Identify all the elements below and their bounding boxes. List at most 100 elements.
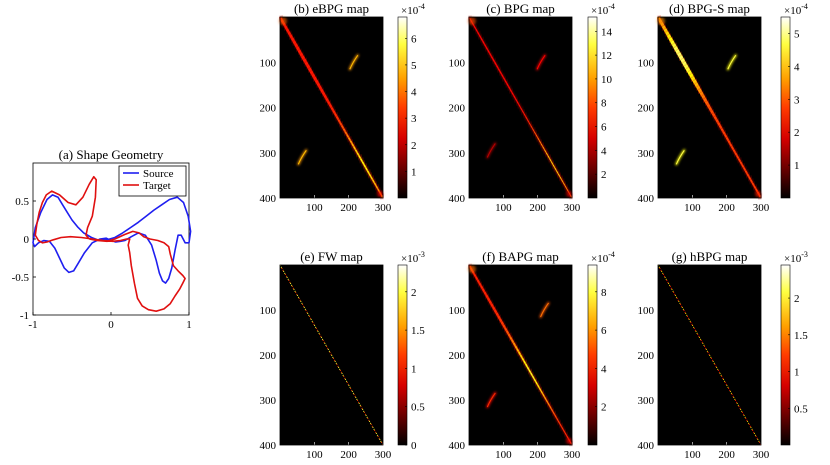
colorbar	[780, 264, 791, 446]
diagonal-segment	[368, 173, 372, 178]
corner-glow	[755, 191, 761, 197]
diagonal-segment	[678, 55, 684, 61]
diagonal-segment	[319, 333, 322, 338]
colorbar-tick-label: 1	[411, 363, 417, 375]
diagonal-segment	[678, 300, 681, 305]
diagonal-segment	[497, 315, 501, 320]
diagonal-segment	[308, 315, 312, 320]
colorbar-exponent: ×10-3	[401, 250, 425, 265]
diagonal-segment	[537, 384, 540, 389]
diagonal-segment	[480, 37, 484, 42]
corner-glow	[657, 17, 665, 25]
diagonal-segment	[705, 348, 709, 353]
colorbar-tick-label: 2	[794, 127, 800, 139]
colorbar-tick-label: 0.5	[411, 402, 425, 414]
diagonal-segment	[696, 85, 701, 91]
y-tick-label: 400	[638, 193, 655, 205]
diagonal-segment	[339, 122, 343, 127]
diagonal-segment	[727, 387, 731, 392]
diagonal-segment	[291, 285, 295, 290]
diagonal-segment	[748, 423, 752, 428]
diagonal-segment	[561, 426, 564, 431]
panel-c: 100 200 300 100 200 300 400 (c) BPG map 2 4 6 8 10 12…	[449, 1, 615, 214]
diagonal-segment	[676, 297, 680, 302]
diagonal-segment	[749, 179, 754, 184]
diagonal-segment	[743, 414, 746, 419]
heatmap-diagonal	[467, 15, 574, 200]
chart-title: (b) eBPG map	[294, 1, 369, 16]
diagonal-segment	[361, 408, 365, 413]
colorbar-tick-label: 2	[601, 169, 607, 181]
chart-title: (f) BAPG map	[482, 249, 559, 264]
diagonal-segment	[483, 43, 487, 48]
colorbar-tick-label: 5	[794, 28, 800, 40]
plot-frame	[468, 16, 573, 199]
diagonal-segment	[679, 303, 683, 308]
diagonal-segment	[564, 185, 568, 190]
diagonal-segment	[363, 411, 367, 416]
y-tick-label: 100	[449, 305, 466, 317]
x-tick-label: 100	[306, 449, 323, 461]
diagonal-segment	[519, 354, 523, 359]
diagonal-segment	[286, 276, 290, 281]
y-tick-label: 300	[638, 395, 655, 407]
diagonal-segment	[367, 417, 370, 422]
diagonal-segment	[545, 399, 549, 404]
diagonal-segment	[516, 348, 520, 353]
diagonal-segment	[683, 309, 686, 314]
diagonal-segment	[547, 402, 551, 407]
diagonal-segment	[474, 276, 479, 281]
chart-title: (g) hBPG map	[672, 249, 748, 264]
diagonal-segment	[360, 158, 364, 163]
diagonal-segment	[688, 318, 692, 323]
y-tick-label: -1	[20, 310, 29, 322]
diagonal-segment	[535, 381, 539, 386]
diagonal-segment	[490, 303, 495, 308]
heatmap-blob-core	[727, 54, 737, 70]
diagonal-segment	[683, 64, 689, 70]
colorbar-exponent-power: -3	[801, 250, 808, 259]
diagonal-segment	[301, 303, 305, 308]
diagonal-segment	[731, 393, 734, 398]
diagonal-segment	[477, 31, 480, 36]
plot-frame	[279, 264, 384, 446]
colorbar-tick-label: 10	[601, 74, 613, 86]
diagonal-segment	[473, 273, 477, 278]
diagonal-segment	[707, 351, 710, 356]
y-tick-label: 300	[449, 395, 466, 407]
x-tick-label: 0	[108, 319, 114, 331]
diagonal-segment	[340, 125, 345, 130]
y-tick-label: 200	[260, 103, 277, 115]
diagonal-segment	[734, 152, 738, 157]
corner-glow	[377, 191, 383, 197]
diagonal-segment	[526, 366, 530, 371]
colorbar-tick-label: 1.5	[411, 325, 425, 337]
colorbar-tick-label: 0	[411, 440, 417, 452]
colorbar-tick-label: 1.5	[794, 330, 808, 342]
diagonal-segment	[354, 149, 358, 154]
diagonal-segment	[671, 43, 677, 49]
diagonal-segment	[341, 372, 344, 377]
diagonal-segment	[524, 363, 529, 368]
diagonal-segment	[703, 97, 708, 103]
y-tick-label: 300	[638, 148, 655, 160]
diagonal-segment	[690, 76, 696, 82]
diagonal-segment	[729, 390, 733, 395]
diagonal-segment	[306, 64, 311, 70]
diagonal-segment	[701, 94, 706, 100]
diagonal-segment	[509, 336, 513, 341]
diagonal-segment	[478, 34, 482, 39]
diagonal-segment	[304, 61, 309, 67]
diagonal-segment	[507, 333, 512, 338]
colorbar-exponent-base: ×10	[784, 253, 802, 265]
diagonal-segment	[667, 282, 671, 287]
colorbar-exponent-power: -4	[418, 2, 425, 11]
panel-g: 100 200 300 100 200 300 400 (g) hBPG map 0.5 1 1.5…	[638, 249, 809, 461]
diagonal-segment	[377, 435, 381, 440]
diagonal-segment	[320, 336, 324, 341]
diagonal-segment	[311, 73, 316, 79]
diagonal-segment	[332, 357, 336, 362]
y-tick-label: 200	[449, 103, 466, 115]
colorbar-exponent-base: ×10	[401, 253, 419, 265]
